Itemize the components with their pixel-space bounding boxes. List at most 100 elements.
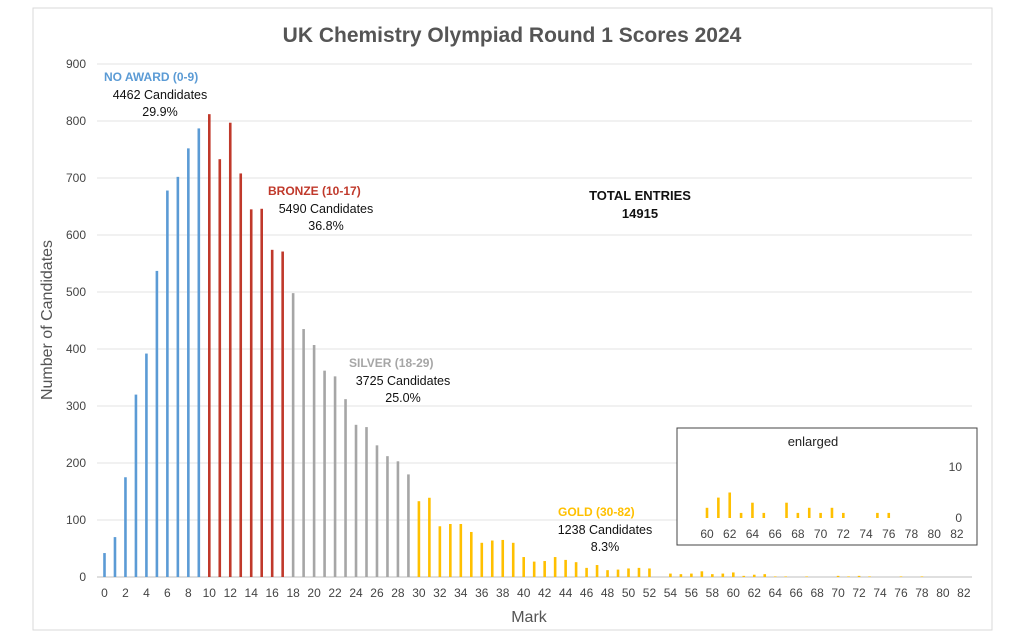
bar bbox=[511, 542, 515, 577]
x-tick-label: 76 bbox=[894, 586, 908, 600]
bar bbox=[365, 427, 368, 577]
bar bbox=[386, 456, 389, 577]
x-tick-label: 64 bbox=[769, 586, 783, 600]
annotation-gold: GOLD (30-82) 1238 Candidates 8.3% bbox=[558, 505, 653, 554]
y-tick-label: 900 bbox=[66, 57, 86, 71]
y-tick-label: 400 bbox=[66, 342, 86, 356]
bar bbox=[899, 576, 903, 577]
bar bbox=[113, 537, 117, 577]
bar bbox=[155, 270, 159, 577]
inset-x-ticks: 60 62 64 66 68 70 72 74 76 78 80 82 bbox=[700, 527, 964, 541]
inset-y-ticks: 0 10 bbox=[949, 460, 963, 525]
inset-x-tick-label: 74 bbox=[859, 527, 873, 541]
bar bbox=[711, 574, 714, 577]
x-tick-label: 10 bbox=[203, 586, 217, 600]
annotation-no-award-pct: 29.9% bbox=[142, 105, 177, 119]
inset-x-tick-label: 72 bbox=[837, 527, 851, 541]
total-entries-label: TOTAL ENTRIES bbox=[589, 188, 691, 203]
x-tick-label: 46 bbox=[580, 586, 594, 600]
inset-bars bbox=[705, 492, 891, 518]
x-tick-label: 2 bbox=[122, 586, 129, 600]
bar bbox=[606, 570, 609, 577]
x-tick-label: 22 bbox=[328, 586, 342, 600]
bar bbox=[218, 159, 222, 577]
annotation-bronze-pct: 36.8% bbox=[308, 219, 343, 233]
bar bbox=[396, 461, 400, 577]
y-tick-label: 200 bbox=[66, 456, 86, 470]
bar bbox=[501, 539, 505, 577]
x-tick-label: 80 bbox=[936, 586, 950, 600]
inset-frame bbox=[676, 427, 978, 546]
annotation-silver-count: 3725 Candidates bbox=[356, 374, 451, 388]
x-tick-label: 34 bbox=[454, 586, 468, 600]
x-tick-label: 58 bbox=[706, 586, 720, 600]
bar bbox=[197, 128, 201, 577]
annotation-gold-pct: 8.3% bbox=[591, 540, 620, 554]
x-tick-label: 16 bbox=[266, 586, 280, 600]
x-tick-label: 0 bbox=[101, 586, 108, 600]
inset-x-tick-label: 76 bbox=[882, 527, 896, 541]
bar bbox=[763, 574, 767, 577]
annotation-no-award: NO AWARD (0-9) 4462 Candidates 29.9% bbox=[104, 70, 207, 119]
bar bbox=[648, 568, 651, 577]
bar bbox=[847, 576, 850, 577]
annotation-bronze: BRONZE (10-17) 5490 Candidates 36.8% bbox=[268, 184, 373, 233]
bar bbox=[134, 394, 138, 577]
x-axis-title: Mark bbox=[511, 609, 548, 626]
bar bbox=[249, 209, 253, 577]
bar bbox=[836, 575, 840, 577]
inset-bar bbox=[842, 512, 845, 518]
bar bbox=[270, 249, 274, 577]
inset-bar bbox=[739, 512, 743, 518]
bar bbox=[239, 173, 243, 577]
bar bbox=[679, 574, 683, 577]
x-tick-label: 72 bbox=[852, 586, 866, 600]
bar bbox=[616, 569, 620, 577]
bar bbox=[302, 329, 305, 577]
y-ticks: 0 100 200 300 400 500 600 700 800 900 bbox=[66, 57, 86, 584]
inset-x-tick-label: 60 bbox=[700, 527, 714, 541]
bar bbox=[449, 523, 452, 577]
bar bbox=[669, 573, 672, 577]
inset-x-tick-label: 80 bbox=[928, 527, 942, 541]
x-tick-label: 18 bbox=[286, 586, 300, 600]
inset-x-tick-label: 64 bbox=[746, 527, 760, 541]
x-tick-label: 50 bbox=[622, 586, 636, 600]
annotation-silver-pct: 25.0% bbox=[385, 391, 420, 405]
annotation-bronze-title: BRONZE (10-17) bbox=[268, 184, 361, 198]
bar bbox=[627, 568, 630, 577]
bar bbox=[470, 531, 473, 577]
bar bbox=[344, 399, 347, 577]
inset-x-tick-label: 62 bbox=[723, 527, 737, 541]
x-tick-label: 68 bbox=[810, 586, 824, 600]
bar bbox=[145, 353, 148, 577]
bar bbox=[228, 122, 232, 578]
x-tick-label: 4 bbox=[143, 586, 150, 600]
inset-x-tick-label: 70 bbox=[814, 527, 828, 541]
bar bbox=[323, 370, 326, 577]
x-tick-label: 70 bbox=[831, 586, 845, 600]
bar bbox=[281, 251, 284, 577]
bar bbox=[553, 557, 557, 577]
x-tick-label: 28 bbox=[391, 586, 405, 600]
inset-x-tick-label: 66 bbox=[768, 527, 782, 541]
bar bbox=[857, 575, 861, 577]
bar bbox=[564, 559, 567, 577]
bar bbox=[585, 567, 588, 577]
x-tick-label: 56 bbox=[685, 586, 699, 600]
x-tick-label: 20 bbox=[307, 586, 321, 600]
y-tick-label: 100 bbox=[66, 513, 86, 527]
bar bbox=[375, 445, 379, 577]
inset-bar bbox=[819, 512, 822, 518]
x-tick-label: 66 bbox=[790, 586, 804, 600]
y-axis-title: Number of Candidates bbox=[39, 240, 56, 400]
x-tick-label: 32 bbox=[433, 586, 447, 600]
annotation-silver-title: SILVER (18-29) bbox=[349, 356, 433, 370]
inset-x-tick-label: 82 bbox=[950, 527, 964, 541]
inset-x-tick-label: 68 bbox=[791, 527, 805, 541]
x-tick-label: 44 bbox=[559, 586, 573, 600]
bar bbox=[312, 345, 316, 577]
annotation-bronze-count: 5490 Candidates bbox=[279, 202, 374, 216]
